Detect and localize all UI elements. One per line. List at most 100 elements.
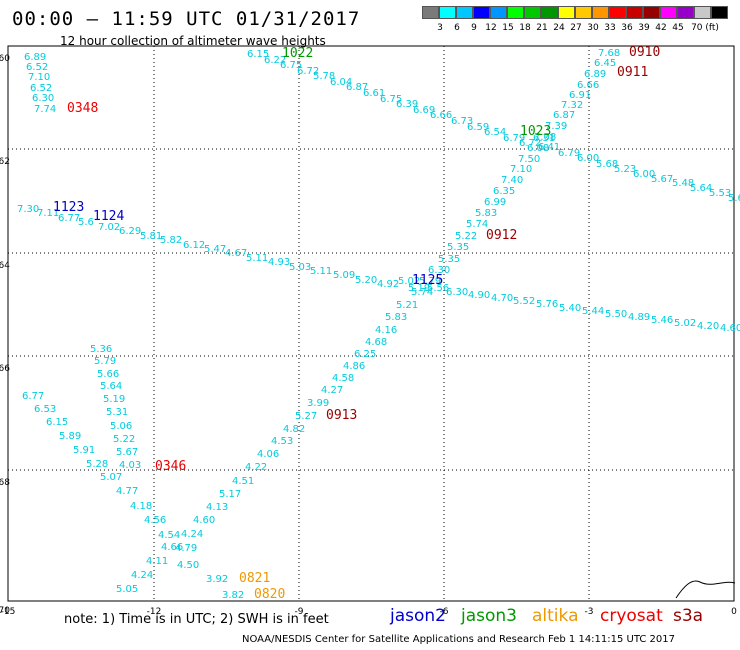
wave-height-value: 4.86	[343, 361, 365, 372]
pass-time-label: 0912	[486, 228, 517, 243]
wave-height-value: 6.15	[247, 49, 269, 60]
wave-height-value: 6.61	[363, 88, 385, 99]
wave-height-value: 5.03	[289, 262, 311, 273]
wave-height-value: 5.19	[103, 394, 125, 405]
color-swatch	[711, 6, 728, 19]
wave-height-value: 6.53	[34, 404, 56, 415]
wave-height-value: 7.10	[510, 164, 532, 175]
pass-time-label: 0820	[254, 587, 285, 602]
pass-time-label: 1022	[282, 46, 313, 61]
wave-height-value: 6.30	[446, 287, 468, 298]
wave-height-value: 4.22	[245, 462, 267, 473]
wave-height-value: 7.68	[598, 48, 620, 59]
pass-time-label: 0913	[326, 408, 357, 423]
wave-height-value: 5.79	[94, 356, 116, 367]
wave-height-value: 5.21	[396, 300, 418, 311]
wave-height-value: 7.74	[34, 104, 56, 115]
wave-height-value: 7.40	[501, 175, 523, 186]
wave-height-value: 4.66	[161, 542, 183, 553]
color-swatch	[439, 6, 456, 19]
wave-height-value: 6.15	[46, 417, 68, 428]
wave-height-value: 5.82	[160, 235, 182, 246]
x-tick-label: -9	[295, 607, 304, 617]
wave-height-value: 7.08	[534, 132, 556, 143]
wave-height-value: 4.53	[271, 436, 293, 447]
y-tick-label: -70	[0, 606, 10, 616]
wave-height-value: 5.78	[313, 71, 335, 82]
wave-height-value: 7.39	[545, 121, 567, 132]
wave-height-value: 5.22	[455, 231, 477, 242]
color-swatch	[473, 6, 490, 19]
wave-height-value: 5.6	[78, 217, 94, 228]
wave-height-value: 5.56	[427, 283, 449, 294]
wave-height-value: 6.72	[297, 66, 319, 77]
wave-height-value: 5.02	[398, 276, 420, 287]
color-scale-label: 15	[502, 23, 514, 33]
wave-height-value: 6.35	[493, 186, 515, 197]
wave-height-value: 5.83	[385, 312, 407, 323]
wave-height-value: 5.50	[605, 309, 627, 320]
wave-height-value: 6.08	[527, 143, 549, 154]
wave-height-value: 5.23	[614, 164, 636, 175]
pass-time-label: 1123	[53, 200, 84, 215]
wave-height-value: 6.54	[484, 127, 506, 138]
wave-height-value: 6.59	[467, 122, 489, 133]
legend-entry-jason3: jason3	[461, 606, 517, 626]
color-scale-label: 30	[587, 23, 599, 33]
wave-height-value: 6.30	[32, 93, 54, 104]
wave-height-value: 5.68	[596, 159, 618, 170]
wave-height-value: 5.76	[536, 299, 558, 310]
wave-height-value: 5.63	[728, 193, 740, 204]
color-scale-label: 36	[621, 23, 633, 33]
color-scale-label: 21	[536, 23, 548, 33]
wave-height-value: 4.79	[175, 543, 197, 554]
pass-time-label: 1023	[520, 124, 551, 139]
wave-height-value: 5.20	[355, 275, 377, 286]
wave-height-value: 5.66	[97, 369, 119, 380]
wave-height-value: 6.79	[503, 133, 525, 144]
wave-height-value: 6.22	[264, 55, 286, 66]
color-scale-label: 18	[519, 23, 531, 33]
pass-time-label: 0911	[617, 65, 648, 80]
wave-height-value: 7.30	[17, 204, 39, 215]
wave-height-value: 5.83	[475, 208, 497, 219]
wave-height-value: 3.82	[222, 590, 244, 601]
wave-height-value: 7.11	[37, 208, 59, 219]
wave-height-value: 5.74	[466, 219, 488, 230]
color-swatch	[609, 6, 626, 19]
wave-height-value: 4.60	[193, 515, 215, 526]
wave-height-value: 5.52	[513, 296, 535, 307]
wave-height-value: 7.50	[518, 154, 540, 165]
wave-height-value: 5.64	[100, 381, 122, 392]
pass-time-label: 0348	[67, 101, 98, 116]
wave-height-value: 4.70	[491, 293, 513, 304]
wave-height-value: 4.93	[268, 257, 290, 268]
wave-height-value: 6.89	[584, 69, 606, 80]
legend-entry-jason2: jason2	[390, 606, 446, 626]
x-tick-label: -3	[585, 607, 594, 617]
color-swatch	[677, 6, 694, 19]
color-scale-label: 6	[454, 23, 460, 33]
wave-height-value: 5.91	[73, 445, 95, 456]
coastline	[675, 580, 736, 599]
x-tick-label: -15	[1, 607, 16, 617]
wave-height-value: 5.11	[246, 253, 268, 264]
color-scale-label: 33	[604, 23, 616, 33]
wave-height-value: 6.66	[430, 110, 452, 121]
wave-height-value: 4.90	[468, 290, 490, 301]
wave-height-value: 4.11	[146, 556, 168, 567]
wave-height-value: 6.31	[533, 133, 555, 144]
wave-height-value: 5.53	[709, 188, 731, 199]
units-note: note: 1) Time is in UTC; 2) SWH is in fe…	[64, 612, 329, 627]
wave-height-value: 5.46	[651, 315, 673, 326]
color-scale-label: 3	[437, 23, 443, 33]
wave-height-value: 6.41	[538, 142, 560, 153]
color-scale-label: 39	[638, 23, 650, 33]
wave-height-value: 3.92	[206, 574, 228, 585]
wave-height-value: 4.18	[130, 501, 152, 512]
wave-height-value: 5.02	[674, 318, 696, 329]
x-tick-label: -6	[440, 607, 449, 617]
page-subtitle: 12 hour collection of altimeter wave hei…	[60, 34, 326, 48]
altimeter-tracks: 6.896.527.106.526.307.746.156.226.756.72…	[17, 48, 740, 601]
